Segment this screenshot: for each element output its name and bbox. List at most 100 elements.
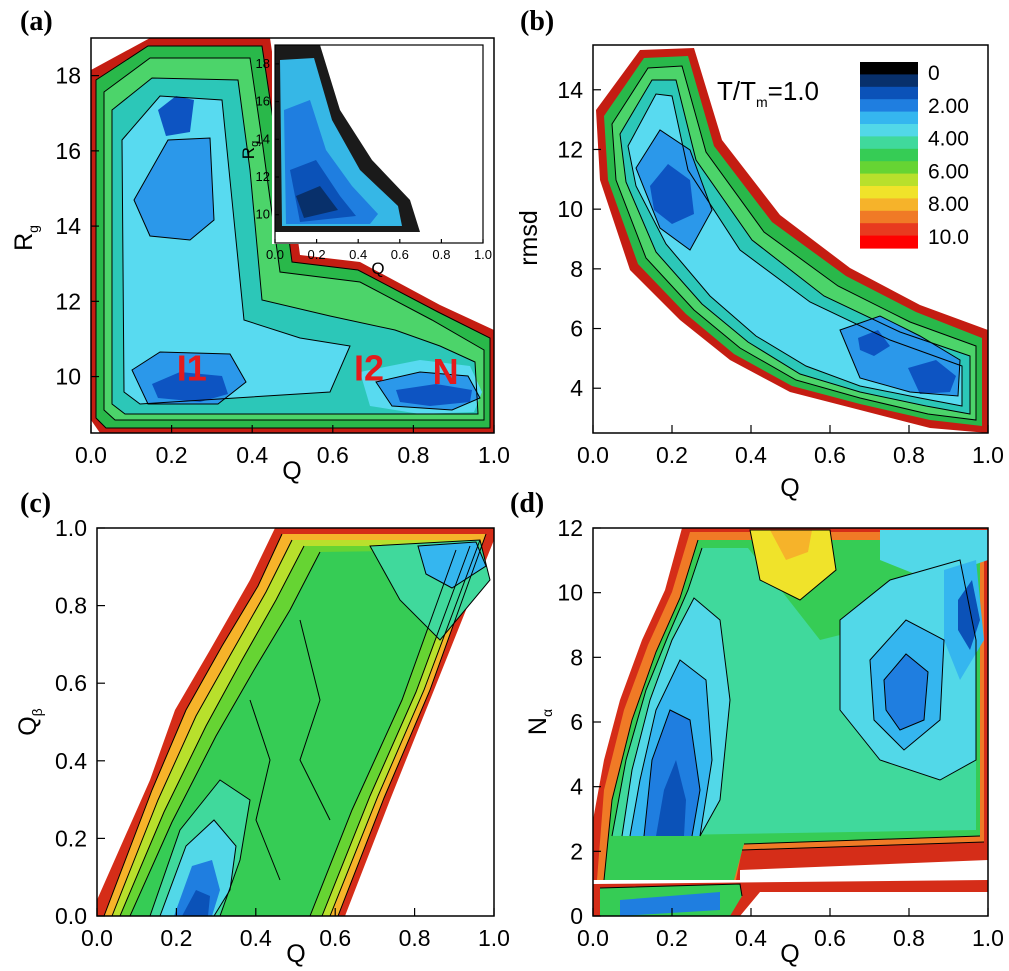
panel-d-heatmap (593, 528, 988, 916)
panel-a-level-fill (158, 96, 194, 136)
y-tick-label: 8 (570, 644, 583, 670)
y-tick-label: 0 (570, 903, 583, 929)
x-tick-label: 1.0 (972, 442, 1004, 468)
colorbar-label: 10.0 (928, 226, 969, 249)
panel-a-level-fill (396, 384, 472, 406)
y-tick-label: 10 (557, 580, 583, 606)
y-tick-label: 12 (557, 515, 583, 541)
colorbar-band (860, 148, 918, 162)
y-tick-label: 18 (55, 63, 81, 89)
panel-c: (c) (14, 488, 510, 968)
panel-c-contour-lines (103, 533, 491, 916)
panel-a-inset-frame (274, 44, 484, 244)
panel-d-contour-lines (599, 529, 985, 897)
panel-b-plot-frame (592, 44, 989, 434)
colorbar-band (860, 161, 918, 175)
panel-b-contour-lines (611, 65, 977, 421)
panel-c-x-ticks: 0.0 0.2 0.4 0.6 0.8 1.0 (81, 908, 510, 951)
y-tick-label: 0.8 (55, 593, 87, 619)
panel-c-letter: (c) (20, 488, 51, 519)
y-tick-label: 4 (570, 774, 583, 800)
temperature-label: T/Tm=1.0 (717, 76, 819, 110)
panel-a-inset: 0.0 0.2 0.4 0.6 0.8 1.0 10 12 14 16 18 Q Rg (239, 44, 492, 278)
colorbar-band (860, 186, 918, 199)
x-tick-label: 0.0 (577, 925, 609, 951)
x-tick-label: 0.2 (656, 442, 688, 468)
panel-a: (a) 0.0 0.2 0.4 0.6 0.8 1 (10, 6, 510, 485)
x-tick-label: 0.2 (156, 442, 188, 468)
x-tick-label: 0.8 (893, 925, 925, 951)
panel-b-level-fill (908, 360, 956, 394)
x-tick-label: 0.8 (399, 925, 431, 951)
x-tick-label: 1.0 (972, 925, 1004, 951)
y-tick-label: 6 (570, 316, 583, 342)
y-tick-label: 0.6 (55, 670, 87, 696)
x-tick-label: 0.0 (266, 247, 284, 262)
panel-a-x-axis-label: Q (282, 457, 301, 485)
y-tick-label: 8 (570, 256, 583, 282)
panel-d-y-ticks: 0 2 4 6 8 10 12 (557, 515, 601, 929)
colorbar: 0 2.00 4.00 6.00 8.00 10.0 (860, 62, 969, 249)
y-tick-label: 6 (570, 709, 583, 735)
x-tick-label: 0.6 (391, 247, 409, 262)
y-tick-label: 18 (256, 56, 270, 71)
x-tick-label: 0.6 (814, 925, 846, 951)
y-tick-label: 1.0 (55, 515, 87, 541)
panel-a-x-ticks: 0.0 0.2 0.4 0.6 0.8 1.0 (75, 425, 510, 468)
panel-c-y-ticks: 0.0 0.2 0.4 0.6 0.8 1.0 (55, 515, 105, 929)
x-tick-label: 0.8 (432, 247, 450, 262)
colorbar-band (860, 62, 918, 75)
panel-b-y-ticks: 4 6 8 10 12 14 (557, 77, 601, 401)
panel-c-x-axis-label: Q (286, 940, 305, 968)
basin-label-n: N (433, 351, 459, 392)
panel-a-inset-level-fill (296, 186, 338, 218)
x-tick-label: 0.2 (308, 247, 326, 262)
panel-a-inset-heatmap (275, 45, 420, 232)
panel-d-level-fill (770, 530, 812, 560)
panel-c-y-axis-label: Qβ (14, 708, 45, 736)
colorbar-band (860, 86, 918, 100)
y-tick-label: 0.0 (55, 903, 87, 929)
panel-a-y-axis-label: Rg (10, 225, 41, 251)
panel-b-x-axis-label: Q (780, 474, 799, 502)
panel-b-y-axis-label: rmsd (515, 210, 543, 266)
y-tick-label: 14 (256, 131, 270, 146)
y-tick-label: 10 (55, 364, 81, 390)
colorbar-band (860, 210, 918, 224)
colorbar-label: 0 (928, 62, 940, 85)
x-tick-label: 0.6 (319, 925, 351, 951)
panel-a-y-ticks: 10 12 14 16 18 (55, 63, 99, 390)
panel-a-heatmap (91, 38, 494, 433)
x-tick-label: 0.0 (75, 442, 107, 468)
panel-a-letter: (a) (20, 6, 53, 37)
x-tick-label: 0.4 (735, 442, 767, 468)
colorbar-band (860, 198, 918, 212)
panel-c-plot-frame (96, 527, 495, 917)
colorbar-band (860, 124, 918, 137)
y-tick-label: 16 (55, 138, 81, 164)
y-tick-label: 12 (557, 136, 583, 162)
panel-d-level-fill (884, 654, 928, 730)
colorbar-band (860, 173, 918, 187)
panel-c-level-fill (182, 890, 210, 916)
basin-label-i1: I1 (177, 347, 207, 388)
x-tick-label: 0.4 (236, 442, 268, 468)
panel-c-heatmap (97, 528, 494, 916)
panel-a-level-fill (152, 372, 228, 402)
panel-a-contour-lines (95, 45, 491, 429)
y-tick-label: 16 (256, 94, 270, 109)
colorbar-band (860, 74, 918, 88)
x-tick-label: 1.0 (478, 925, 510, 951)
panel-a-inset-x-ticks: 0.0 0.2 0.4 0.6 0.8 1.0 (266, 239, 492, 262)
colorbar-label: 2.00 (928, 95, 969, 118)
y-tick-label: 10 (256, 207, 270, 222)
panel-a-inset-y-ticks: 10 12 14 16 18 (256, 56, 279, 222)
panel-b-heatmap (596, 48, 988, 433)
x-tick-label: 0.2 (160, 925, 192, 951)
panel-d-letter: (d) (510, 488, 544, 519)
panel-b: (b) 0.0 0.2 0.4 0.6 0.8 1.0 4 6 8 10 12 14 Q rmsd (515, 6, 1004, 502)
panel-d-x-axis-label: Q (780, 940, 799, 968)
x-tick-label: 0.8 (893, 442, 925, 468)
x-tick-label: 0.4 (349, 247, 367, 262)
